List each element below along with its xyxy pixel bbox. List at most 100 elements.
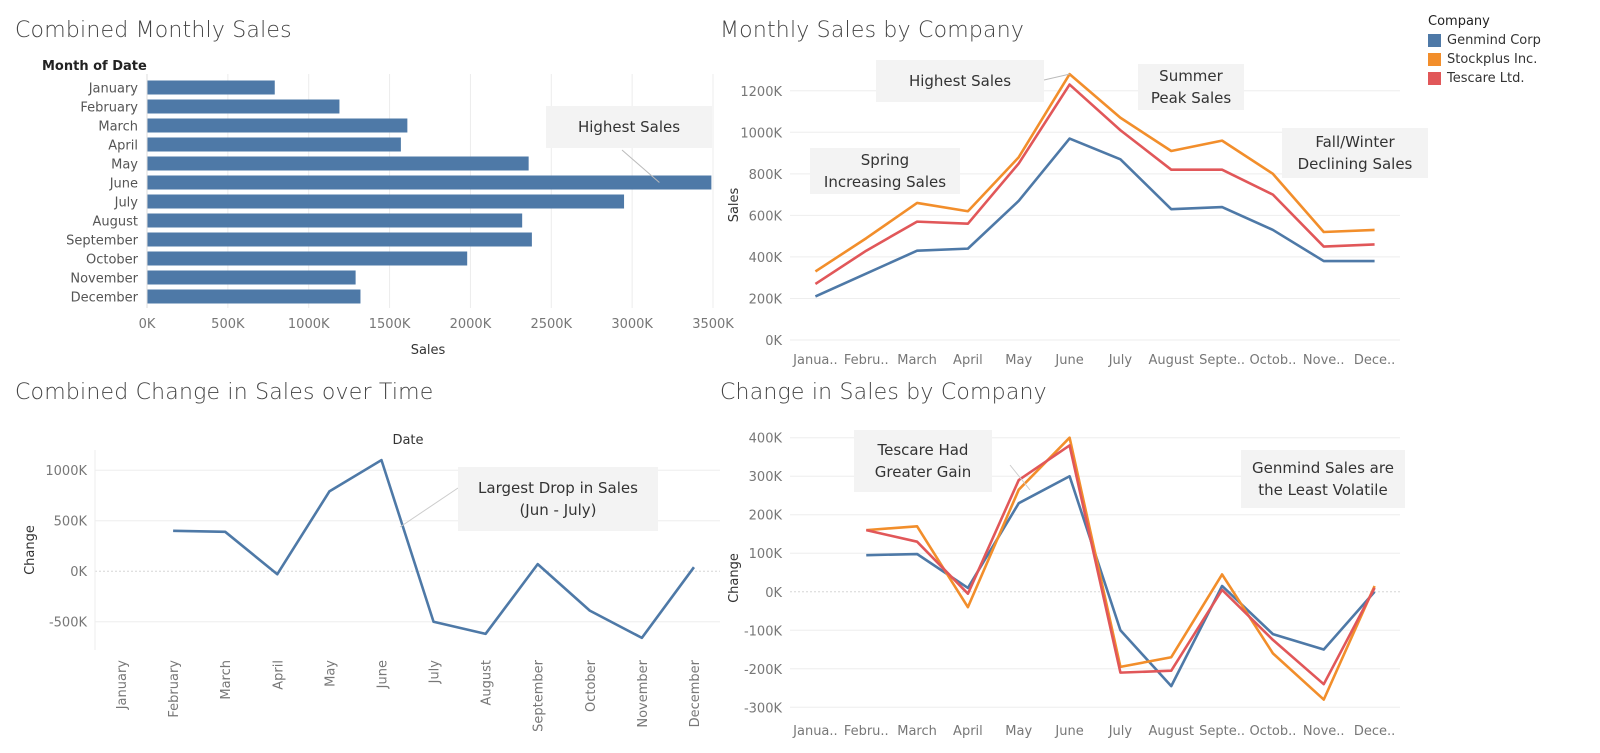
x-tick-label: Octob..	[1249, 724, 1296, 739]
y-tick-label: -200K	[744, 663, 783, 678]
annotation-summer-peak: Summer Peak Sales	[1138, 64, 1244, 110]
bar	[147, 99, 340, 114]
category-label: July	[114, 196, 139, 211]
category-label: December	[71, 291, 139, 306]
annotation-leader	[399, 487, 459, 528]
y-axis-label: Change	[727, 553, 742, 603]
x-tick-label: 500K	[211, 317, 245, 332]
x-tick-label: Septe..	[1199, 724, 1245, 739]
x-tick-label: March	[219, 660, 234, 700]
bar	[147, 118, 408, 133]
x-tick-label: June	[1054, 724, 1083, 739]
y-tick-label: 100K	[749, 547, 783, 562]
x-tick-label: Janua..	[792, 353, 838, 368]
x-tick-label: 2500K	[530, 317, 572, 332]
x-tick-label: June	[375, 660, 390, 689]
category-label: November	[70, 272, 138, 287]
annotation-highest-sales-bar: Highest Sales	[546, 106, 712, 148]
x-tick-label: March	[897, 353, 937, 368]
x-tick-label: May	[323, 660, 338, 687]
y-tick-label: 800K	[749, 168, 783, 183]
x-tick-label: August	[480, 660, 495, 706]
y-tick-label: 200K	[749, 509, 783, 524]
x-tick-label: Nove..	[1303, 724, 1345, 739]
y-tick-label: 0K	[765, 586, 782, 601]
x-tick-label: May	[1005, 353, 1032, 368]
x-tick-label: July	[1108, 353, 1133, 368]
y-axis-label: Change	[23, 525, 38, 575]
x-tick-label: November	[636, 659, 651, 727]
category-label: October	[86, 253, 139, 268]
category-label: March	[98, 120, 138, 135]
x-tick-label: Dece..	[1354, 353, 1395, 368]
bar	[147, 80, 275, 95]
x-tick-label: Febru..	[844, 724, 889, 739]
y-tick-label: 0K	[765, 334, 782, 349]
bar	[147, 270, 356, 285]
annotation-fall-winter: Fall/Winter Declining Sales	[1282, 128, 1428, 178]
x-axis-header: Date	[392, 433, 423, 448]
category-label: April	[108, 139, 138, 154]
y-tick-label: -500K	[49, 616, 88, 631]
y-tick-label: 1000K	[45, 464, 87, 479]
x-tick-label: March	[897, 724, 937, 739]
x-tick-label: April	[953, 353, 983, 368]
category-label: September	[66, 234, 139, 249]
legend-swatch	[1428, 34, 1441, 47]
y-tick-label: -100K	[744, 624, 783, 639]
legend-item-stockplus[interactable]: Stockplus Inc.	[1428, 50, 1541, 69]
x-tick-label: August	[1149, 353, 1195, 368]
category-label: May	[111, 158, 138, 173]
bar	[147, 213, 523, 228]
annotation-leader	[1043, 73, 1070, 81]
x-tick-label: April	[953, 724, 983, 739]
annotation-tescare-gain: Tescare Had Greater Gain	[854, 430, 992, 492]
legend-swatch	[1428, 53, 1441, 66]
x-tick-label: September	[532, 659, 547, 732]
x-tick-label: 3500K	[692, 317, 734, 332]
change-line	[173, 458, 696, 640]
legend-item-tescare[interactable]: Tescare Ltd.	[1428, 69, 1541, 88]
x-tick-label: Febru..	[844, 353, 889, 368]
annotation-largest-drop: Largest Drop in Sales (Jun - July)	[458, 467, 658, 531]
chart-title-combined-change: Combined Change in Sales over Time	[15, 380, 434, 405]
y-tick-label: 400K	[749, 432, 783, 447]
bar	[147, 156, 529, 171]
y-tick-label: 0K	[70, 565, 87, 580]
legend-item-genmind[interactable]: Genmind Corp	[1428, 31, 1541, 50]
x-tick-label: Dece..	[1354, 724, 1395, 739]
x-tick-label: Janua..	[792, 724, 838, 739]
chart-title-combined-monthly-sales: Combined Monthly Sales	[15, 18, 292, 43]
x-tick-label: 1000K	[288, 317, 330, 332]
annotation-spring-increasing: Spring Increasing Sales	[810, 148, 960, 194]
legend-title: Company	[1428, 14, 1490, 29]
x-tick-label: June	[1054, 353, 1083, 368]
annotation-genmind-volatile: Genmind Sales are the Least Volatile	[1241, 450, 1405, 508]
y-tick-label: 300K	[749, 470, 783, 485]
y-axis-header: Month of Date	[42, 59, 147, 74]
category-label: February	[80, 101, 138, 116]
x-tick-label: December	[688, 659, 703, 727]
y-axis-label: Sales	[727, 187, 742, 222]
x-tick-label: April	[271, 660, 286, 690]
category-label: August	[93, 215, 139, 230]
x-tick-label: Octob..	[1249, 353, 1296, 368]
bar	[147, 194, 625, 209]
bar	[147, 289, 361, 304]
x-tick-label: 2000K	[450, 317, 492, 332]
x-tick-label: 1500K	[369, 317, 411, 332]
category-label: June	[109, 177, 138, 192]
chart-title-change-by-company: Change in Sales by Company	[720, 380, 1047, 405]
series-line	[865, 444, 1376, 686]
chart-title-monthly-sales-by-company: Monthly Sales by Company	[720, 18, 1025, 43]
x-tick-label: 0K	[139, 317, 156, 332]
legend-label: Tescare Ltd.	[1447, 71, 1525, 86]
annotation-leader	[1009, 464, 1031, 491]
x-tick-label: May	[1005, 724, 1032, 739]
legend-label: Genmind Corp	[1447, 33, 1541, 48]
y-tick-label: 200K	[749, 292, 783, 307]
x-tick-label: October	[584, 659, 599, 712]
annotation-highest-sales-line: Highest Sales	[876, 60, 1044, 102]
x-tick-label: August	[1149, 724, 1195, 739]
